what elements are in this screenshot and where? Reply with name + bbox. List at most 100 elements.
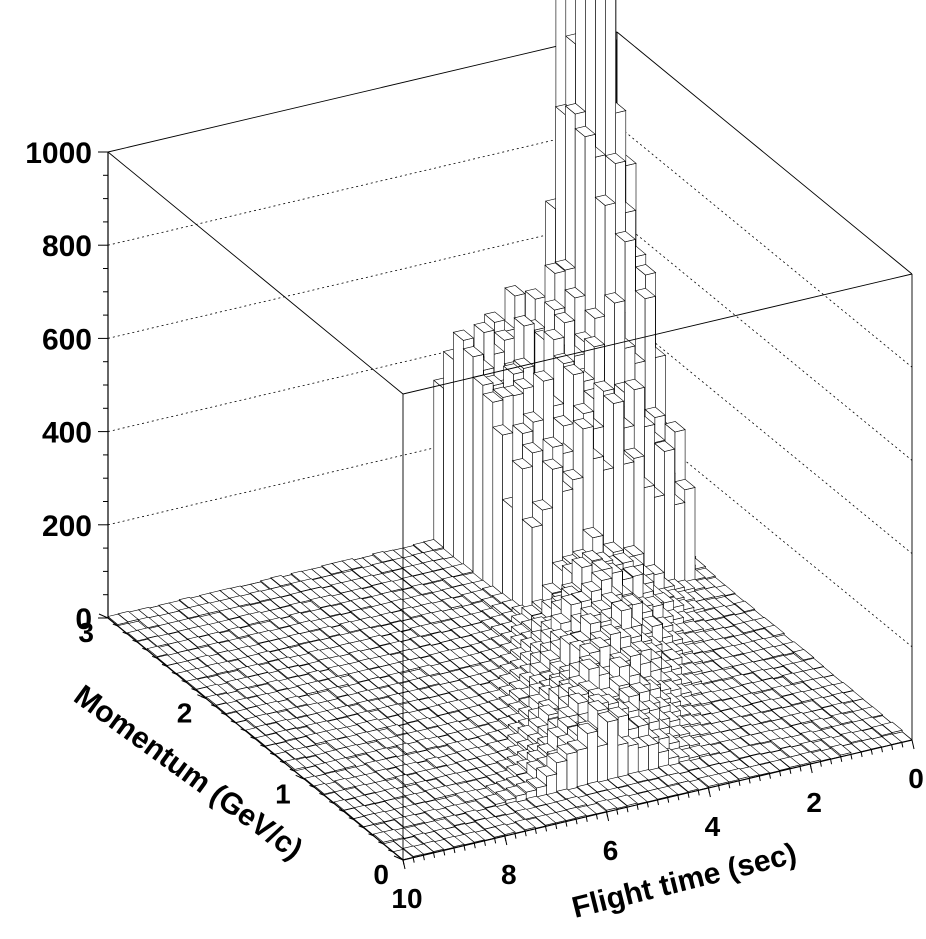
- momentum-minor-tick: [387, 849, 394, 853]
- momentum-minor-tick: [338, 809, 345, 813]
- back-top-edge: [107, 31, 618, 153]
- z-gridline: [107, 218, 618, 339]
- momentum-minor-tick: [201, 696, 207, 700]
- flight-time-tick-labels: 0 2 4 6 8 10: [391, 763, 923, 914]
- back-top-edge: [616, 31, 913, 275]
- momentum-minor-tick: [151, 655, 158, 659]
- flight-time-minor-tick: [443, 850, 446, 856]
- flight-time-minor-tick: [789, 768, 792, 774]
- momentum-minor-tick: [142, 647, 148, 651]
- momentum-minor-tick: [279, 760, 286, 764]
- momentum-minor-tick: [210, 704, 217, 708]
- flight-time-minor-tick: [707, 787, 710, 794]
- momentum-minor-tick: [161, 663, 168, 667]
- z-tick-label: 1000: [25, 137, 92, 170]
- flight-time-minor-tick: [514, 833, 517, 839]
- flight-time-tick-label: 8: [501, 859, 517, 890]
- histogram-bars: [107, 0, 913, 861]
- z-gridline: [616, 311, 913, 554]
- momentum-minor-tick: [378, 841, 384, 845]
- z-tick-labels: 0 200 400 600 800 1000: [25, 137, 92, 636]
- flight-time-minor-tick: [850, 754, 853, 760]
- flight-time-minor-tick: [687, 792, 690, 798]
- flight-time-minor-tick: [585, 816, 588, 822]
- flight-time-minor-tick: [891, 744, 894, 750]
- momentum-minor-tick: [269, 752, 276, 756]
- momentum-minor-tick: [358, 825, 364, 829]
- flight-time-minor-tick: [799, 766, 802, 772]
- flight-time-minor-tick: [748, 778, 751, 784]
- flight-time-minor-tick: [494, 838, 497, 844]
- flight-time-minor-tick: [412, 857, 415, 863]
- flight-time-minor-tick: [779, 771, 782, 777]
- momentum-tick-label: 3: [78, 617, 94, 648]
- flight-time-minor-tick: [595, 814, 598, 820]
- z-tick-label: 200: [42, 510, 92, 543]
- z-tick-label: 0: [75, 603, 92, 636]
- z-gridline: [616, 404, 913, 648]
- flight-time-minor-tick: [738, 780, 741, 786]
- flight-time-minor-tick: [606, 811, 609, 818]
- momentum-minor-tick: [299, 776, 305, 780]
- momentum-minor-tick: [191, 688, 197, 692]
- histogram-bar: [521, 516, 543, 623]
- flight-time-minor-tick: [901, 742, 904, 748]
- z-tick-label: 600: [42, 323, 92, 356]
- flight-time-minor-tick: [718, 785, 721, 791]
- flight-time-minor-tick: [534, 828, 537, 834]
- flight-time-tick-label: 10: [391, 883, 422, 914]
- flight-time-minor-tick: [555, 823, 558, 830]
- flight-time-minor-tick: [870, 749, 873, 755]
- flight-time-minor-tick: [565, 821, 568, 827]
- flight-time-tick-label: 2: [806, 787, 822, 818]
- momentum-tick: [393, 855, 404, 861]
- momentum-minor-tick: [220, 712, 227, 716]
- momentum-tick-label: 2: [177, 698, 193, 729]
- flight-time-minor-tick: [433, 852, 436, 858]
- momentum-minor-tick: [171, 672, 178, 675]
- momentum-tick-labels: 0 1 2 3: [78, 617, 389, 890]
- z-gridline: [616, 218, 913, 461]
- momentum-tick-label: 1: [275, 778, 291, 809]
- flight-time-tick-label: 6: [603, 835, 619, 866]
- momentum-minor-tick: [289, 768, 296, 772]
- flight-time-minor-tick: [636, 804, 639, 810]
- z-gridline: [616, 124, 913, 368]
- momentum-minor-tick: [319, 793, 325, 796]
- momentum-minor-tick: [181, 680, 187, 683]
- momentum-minor-tick: [328, 801, 335, 804]
- flight-time-minor-tick: [575, 819, 578, 825]
- momentum-minor-tick: [260, 744, 266, 748]
- flight-time-minor-tick: [697, 790, 700, 796]
- flight-time-minor-tick: [840, 756, 843, 762]
- flight-time-minor-tick: [402, 859, 405, 866]
- momentum-minor-tick: [122, 631, 128, 635]
- momentum-minor-tick: [368, 833, 374, 837]
- flight-time-minor-tick: [860, 751, 863, 758]
- axis-ticks: [98, 151, 915, 870]
- momentum-minor-tick: [250, 736, 256, 740]
- flight-time-minor-tick: [809, 763, 812, 770]
- momentum-tick-label: 0: [373, 859, 389, 890]
- z-gridline: [107, 124, 618, 246]
- momentum-minor-tick: [230, 720, 237, 724]
- flight-time-minor-tick: [677, 795, 680, 801]
- momentum-minor-tick: [309, 784, 315, 788]
- flight-time-minor-tick: [453, 847, 456, 854]
- front-top-edge: [402, 273, 913, 395]
- flight-time-minor-tick: [819, 761, 822, 767]
- flight-time-minor-tick: [524, 831, 527, 837]
- flight-time-minor-tick: [657, 799, 659, 806]
- flight-time-minor-tick: [880, 747, 883, 753]
- flight-time-minor-tick: [473, 843, 476, 849]
- flight-time-minor-tick: [768, 773, 771, 779]
- histogram-bar: [733, 622, 755, 635]
- flight-time-minor-tick: [463, 845, 466, 851]
- flight-time-tick-label: 0: [908, 763, 924, 794]
- flight-time-minor-tick: [830, 759, 833, 765]
- front-top-edge: [107, 151, 404, 395]
- z-tick-label: 400: [42, 417, 92, 450]
- flight-time-minor-tick: [616, 809, 619, 815]
- flight-time-minor-tick: [667, 797, 670, 803]
